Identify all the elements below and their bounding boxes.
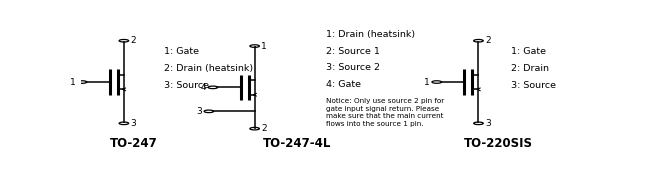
Text: TO-247-4L: TO-247-4L: [263, 137, 332, 150]
Text: 3: Source 2: 3: Source 2: [326, 63, 380, 72]
Text: 3: 3: [130, 119, 136, 128]
Text: 1: Drain (heatsink): 1: Drain (heatsink): [326, 30, 415, 39]
Text: 2: Drain (heatsink): 2: Drain (heatsink): [164, 64, 253, 73]
Text: 3: 3: [197, 107, 202, 116]
Text: 2: Drain: 2: Drain: [511, 64, 549, 73]
Text: 2: 2: [130, 36, 136, 45]
Text: 1: Gate: 1: Gate: [511, 47, 546, 56]
Text: 1: 1: [424, 78, 430, 86]
Text: TO-220SIS: TO-220SIS: [464, 137, 533, 150]
Text: 3: Source: 3: Source: [511, 81, 556, 90]
Text: 3: 3: [485, 119, 491, 128]
Text: TO-247: TO-247: [110, 137, 158, 150]
Text: 2: Source 1: 2: Source 1: [326, 47, 380, 56]
Text: 3: Source: 3: Source: [164, 81, 209, 90]
Text: 4: Gate: 4: Gate: [326, 80, 361, 89]
Text: 1: Gate: 1: Gate: [164, 47, 199, 56]
Text: 2: 2: [261, 124, 267, 133]
Text: 1: 1: [261, 42, 267, 51]
Text: 2: 2: [485, 36, 491, 45]
Text: 4: 4: [201, 83, 206, 92]
Text: Notice: Only use source 2 pin for
gate input signal return. Please
make sure tha: Notice: Only use source 2 pin for gate i…: [326, 98, 445, 126]
Text: 1: 1: [70, 78, 75, 86]
